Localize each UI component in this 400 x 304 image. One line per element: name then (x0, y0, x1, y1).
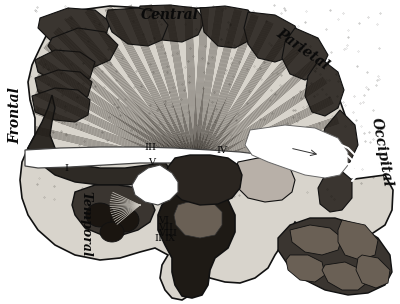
Polygon shape (278, 218, 392, 295)
Text: Occipital: Occipital (369, 116, 395, 188)
Text: VI: VI (158, 216, 169, 225)
Text: VIII: VIII (158, 229, 178, 238)
Polygon shape (305, 58, 344, 116)
Polygon shape (282, 28, 328, 80)
Text: I: I (64, 164, 68, 173)
Polygon shape (32, 88, 90, 122)
Polygon shape (338, 220, 378, 260)
Polygon shape (106, 8, 168, 46)
Text: III: III (144, 143, 156, 152)
Text: IX: IX (164, 234, 176, 244)
Polygon shape (322, 262, 368, 290)
Polygon shape (320, 110, 358, 168)
Ellipse shape (111, 208, 139, 232)
Text: V: V (148, 158, 156, 167)
Polygon shape (174, 200, 222, 238)
Polygon shape (356, 255, 390, 288)
Polygon shape (20, 6, 393, 300)
Polygon shape (38, 8, 110, 48)
Text: Frontal: Frontal (8, 87, 22, 144)
Polygon shape (25, 147, 285, 170)
Text: IV: IV (216, 146, 228, 155)
Polygon shape (48, 28, 118, 68)
Polygon shape (290, 225, 342, 255)
Polygon shape (200, 6, 258, 48)
Polygon shape (35, 70, 92, 103)
Polygon shape (28, 95, 170, 185)
Ellipse shape (100, 222, 124, 242)
Polygon shape (244, 12, 302, 62)
Text: Central: Central (141, 8, 199, 22)
Polygon shape (234, 158, 295, 202)
Text: II: II (154, 234, 162, 243)
Polygon shape (72, 185, 155, 235)
Polygon shape (35, 50, 95, 85)
Text: Temporal: Temporal (80, 191, 92, 256)
Polygon shape (158, 188, 235, 298)
Polygon shape (245, 125, 348, 178)
Polygon shape (318, 168, 352, 212)
Text: Parietal: Parietal (274, 26, 332, 72)
Polygon shape (138, 5, 205, 42)
Ellipse shape (86, 203, 114, 227)
Polygon shape (132, 165, 178, 205)
Text: VII: VII (158, 223, 174, 233)
Polygon shape (286, 255, 325, 282)
Polygon shape (165, 155, 242, 205)
